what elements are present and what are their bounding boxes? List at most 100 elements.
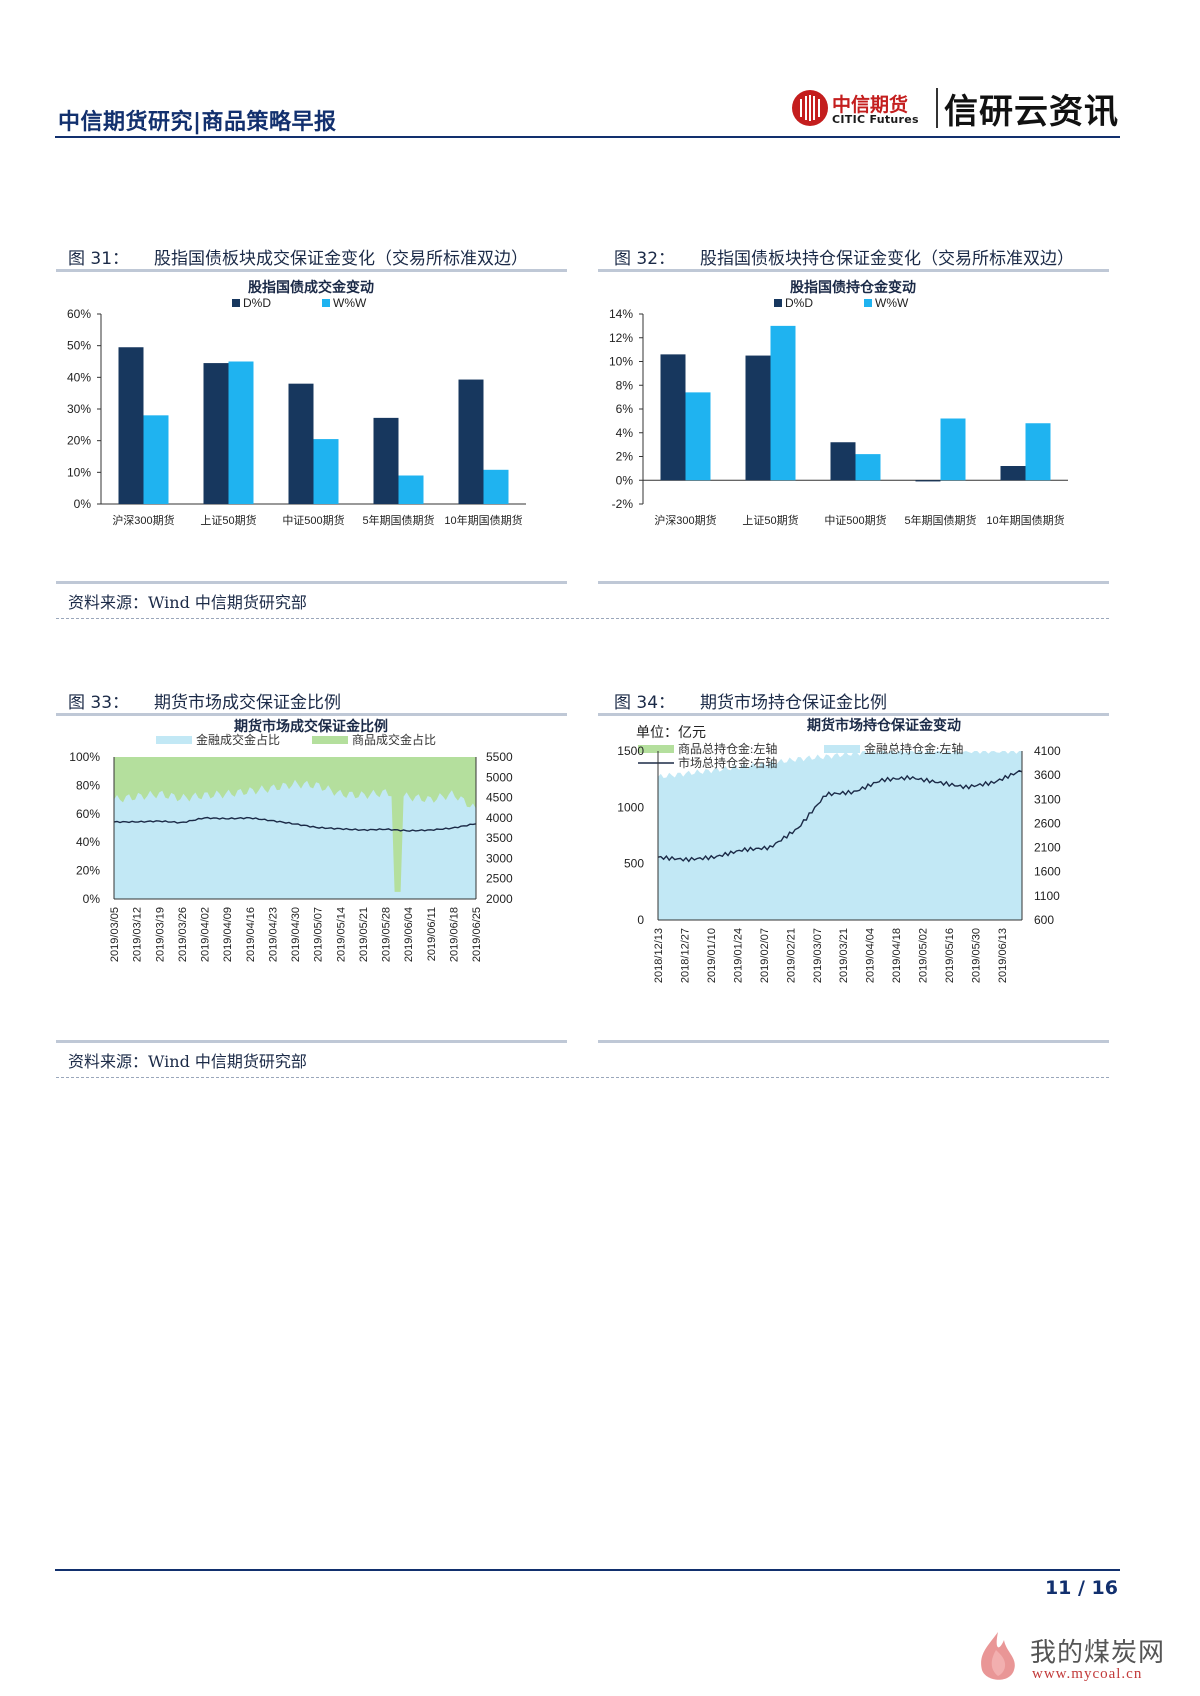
y-right-tick-label: 2100 <box>1034 841 1061 855</box>
figure-33-bottom-rule <box>56 1040 567 1043</box>
bar-DpctD-2 <box>288 383 314 504</box>
x-tick-label: 2019/06/25 <box>471 907 483 962</box>
chart-title: 股指国债成交金变动 <box>248 279 374 295</box>
figure-32-bottom-rule <box>598 581 1109 584</box>
y-left-tick-label: 1500 <box>617 744 644 758</box>
source-note-bottom: 资料来源：Wind 中信期货研究部 <box>68 1052 307 1071</box>
y-right-tick-label: 4500 <box>486 791 513 805</box>
x-tick-label: 2019/04/04 <box>865 928 877 983</box>
x-tick-label: 2019/05/14 <box>335 907 347 962</box>
figure-31-number: 图 31： <box>68 249 130 269</box>
y-right-tick-label: 3500 <box>486 831 513 845</box>
x-tick-label: 2019/04/23 <box>267 907 279 962</box>
figure-31-top-rule <box>56 269 567 272</box>
x-tick-label: 2019/06/18 <box>448 907 460 962</box>
figure-32-number: 图 32： <box>614 249 676 269</box>
x-tick-label: 中证500期货 <box>824 513 886 527</box>
x-tick-label: 2019/04/18 <box>891 928 903 983</box>
x-tick-label: 2018/12/13 <box>653 928 665 983</box>
y-tick-label: 60% <box>67 307 91 321</box>
bar-WpctW-4 <box>1025 423 1051 481</box>
unit-label: 单位：亿元 <box>636 725 706 741</box>
x-tick-label: 2019/04/02 <box>200 907 212 962</box>
legend-label-financial: 金融成交金占比 <box>196 732 280 747</box>
chart-title: 期货市场成交保证金比例 <box>234 718 388 734</box>
y-left-tick-label: 60% <box>76 807 100 821</box>
bar-DpctD-3 <box>915 480 941 482</box>
figure-31-title: 图 31： 股指国债板块成交保证金变化（交易所标准双边） <box>68 244 528 269</box>
watermark: 我的煤炭网 www.mycoal.cn <box>970 1628 1190 1688</box>
chart-title: 期货市场持仓保证金变动 <box>807 717 961 733</box>
x-tick-label: 2019/03/19 <box>154 907 166 962</box>
x-tick-label: 2019/05/21 <box>358 907 370 962</box>
area-financial-position <box>658 751 1022 920</box>
y-right-tick-label: 5000 <box>486 770 513 784</box>
watermark-text: 我的煤炭网 <box>1030 1638 1166 1668</box>
x-tick-label: 2019/03/07 <box>812 928 824 983</box>
watermark-url: www.mycoal.cn <box>1032 1666 1143 1682</box>
figure-31-bottom-rule <box>56 581 567 584</box>
footer-rule <box>55 1569 1120 1571</box>
flame-logo-icon <box>981 1632 1015 1680</box>
figure-34-number: 图 34： <box>614 693 676 713</box>
x-tick-label: 2019/03/21 <box>838 928 850 983</box>
figure-33-title: 图 33： 期货市场成交保证金比例 <box>68 688 341 713</box>
bar-WpctW-1 <box>770 325 796 481</box>
y-right-tick-label: 4000 <box>486 811 513 825</box>
x-tick-label: 上证50期货 <box>200 513 256 527</box>
x-tick-label: 2019/03/12 <box>132 907 144 962</box>
x-tick-label: 沪深300期货 <box>112 513 174 527</box>
y-tick-label: 2% <box>616 450 634 464</box>
x-tick-label: 2019/06/04 <box>403 907 415 962</box>
legend-label-0: D%D <box>785 296 813 310</box>
legend-label-commodity: 商品总持仓金:左轴 <box>678 741 777 756</box>
x-tick-label: 2019/04/16 <box>245 907 257 962</box>
figure-34-title: 图 34： 期货市场持仓保证金比例 <box>614 688 887 713</box>
y-left-tick-label: 1000 <box>617 800 644 814</box>
x-tick-label: 2018/12/27 <box>679 928 691 983</box>
figure-33-caption: 期货市场成交保证金比例 <box>154 693 341 713</box>
y-right-tick-label: 1600 <box>1034 865 1061 879</box>
legend-swatch-commodity <box>638 745 674 753</box>
y-tick-label: 0% <box>74 497 92 511</box>
y-right-tick-label: 3100 <box>1034 792 1061 806</box>
legend-label-total: 市场总持仓金:右轴 <box>678 755 777 770</box>
figure-34-bottom-rule <box>598 1040 1109 1043</box>
x-tick-label: 2019/06/11 <box>426 907 438 961</box>
source-note-top: 资料来源：Wind 中信期货研究部 <box>68 593 307 612</box>
x-tick-label: 2019/03/05 <box>109 907 121 962</box>
y-tick-label: -2% <box>612 497 634 511</box>
y-tick-label: 4% <box>616 426 634 440</box>
bar-WpctW-2 <box>313 439 339 504</box>
dashed-divider-bottom <box>56 1077 1109 1078</box>
dashed-divider-top <box>56 618 1109 619</box>
y-right-tick-label: 4100 <box>1034 744 1061 758</box>
x-tick-label: 10年期国债期货 <box>444 513 522 527</box>
bar-DpctD-1 <box>745 355 771 481</box>
y-left-tick-label: 20% <box>76 864 100 878</box>
y-tick-label: 14% <box>609 307 633 321</box>
x-tick-label: 沪深300期货 <box>654 513 716 527</box>
legend-label-commodity: 商品成交金占比 <box>352 732 436 747</box>
bar-DpctD-0 <box>118 347 144 504</box>
legend-swatch-1 <box>864 299 872 307</box>
citic-logo: 中信期货 CITIC Futures 信研云资讯 <box>790 86 1120 132</box>
x-tick-label: 中证500期货 <box>282 513 344 527</box>
legend-label-1: W%W <box>333 296 367 310</box>
logo-divider <box>936 88 938 128</box>
y-left-tick-label: 0% <box>83 892 101 906</box>
y-tick-label: 50% <box>67 339 91 353</box>
legend-swatch-financial <box>156 736 192 744</box>
x-tick-label: 2019/02/21 <box>785 928 797 983</box>
bar-WpctW-2 <box>855 454 881 481</box>
bar-DpctD-0 <box>660 354 686 481</box>
x-tick-label: 2019/06/13 <box>997 928 1009 983</box>
x-tick-label: 2019/01/24 <box>732 928 744 983</box>
y-left-tick-label: 500 <box>624 857 644 871</box>
x-tick-label: 2019/05/07 <box>313 907 325 962</box>
x-tick-label: 2019/04/30 <box>290 907 302 962</box>
legend-label-1: W%W <box>875 296 909 310</box>
legend-swatch-0 <box>232 299 240 307</box>
legend-swatch-1 <box>322 299 330 307</box>
